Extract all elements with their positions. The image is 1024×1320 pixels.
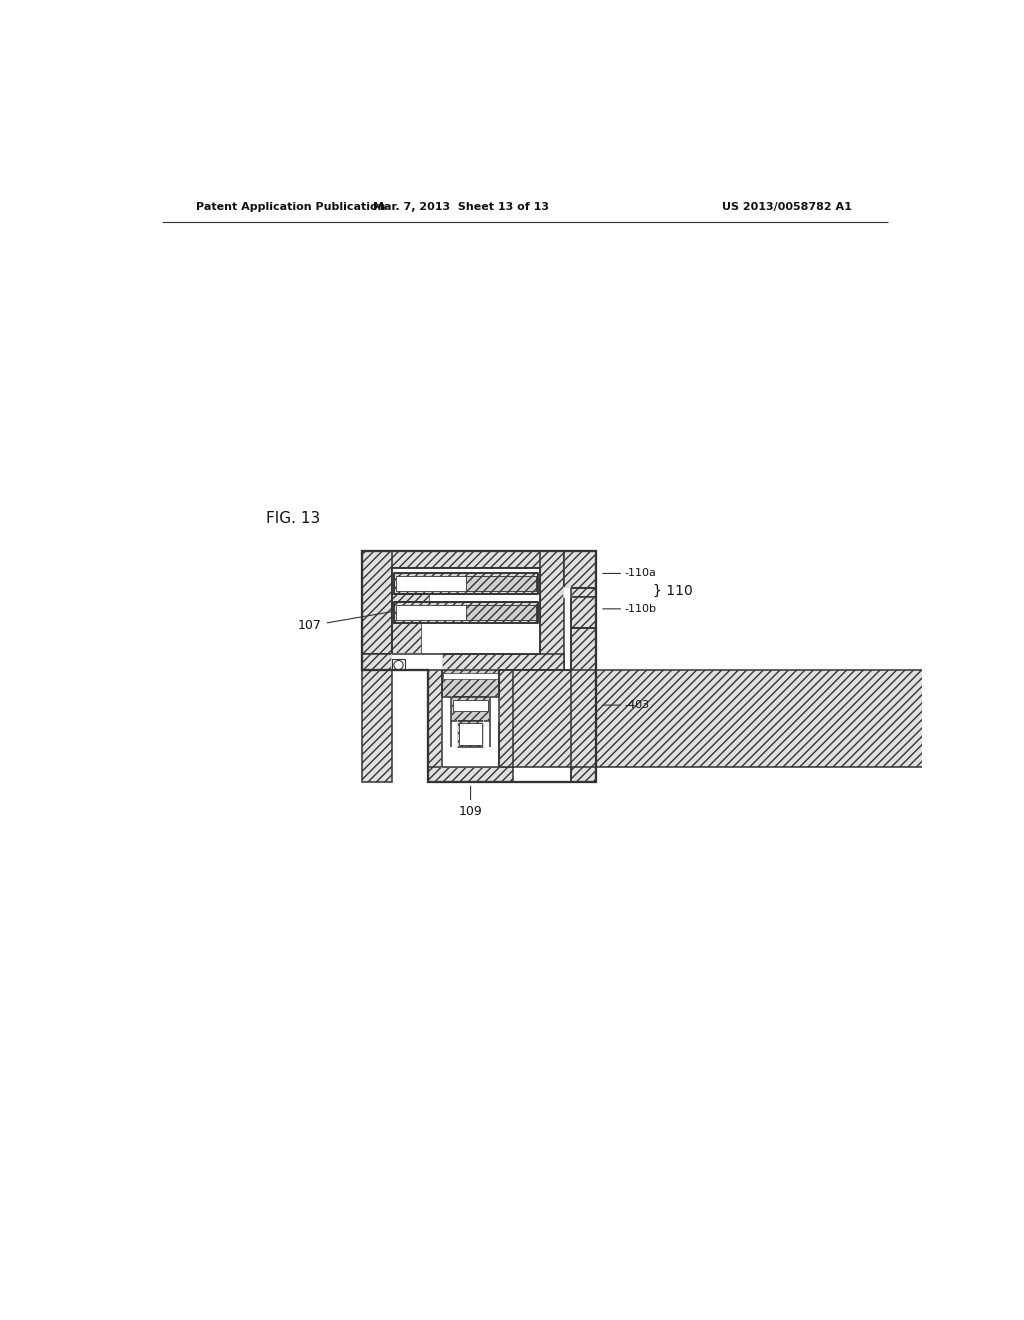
Text: } 110: } 110 [652,585,692,598]
Bar [466,605,536,620]
Bar [391,653,442,671]
Bar [500,671,513,767]
Bar [452,721,458,747]
Bar [396,605,536,620]
Text: -403: -403 [625,700,650,710]
Text: Mar. 7, 2013  Sheet 13 of 13: Mar. 7, 2013 Sheet 13 of 13 [374,202,549,213]
Bar [563,552,596,589]
Bar [394,573,538,594]
Text: 109: 109 [459,787,482,818]
Text: 107: 107 [298,611,396,632]
Text: -110b: -110b [625,603,656,614]
Bar [459,723,482,744]
Bar [452,697,489,721]
Bar [391,594,429,610]
Bar [563,589,571,597]
Bar [571,589,596,597]
Bar [466,576,536,591]
Bar [571,628,596,781]
Bar [362,653,391,781]
Bar [442,671,500,767]
Circle shape [394,660,403,669]
Bar [391,568,541,653]
Bar [362,552,391,671]
Bar [391,623,421,653]
Text: -110a: -110a [625,569,656,578]
Bar [442,671,500,697]
Bar [391,659,406,671]
Bar [483,721,489,747]
Bar [443,673,498,678]
Bar [571,597,596,628]
Text: Patent Application Publication: Patent Application Publication [197,202,386,213]
Bar [362,552,563,568]
Bar [396,576,536,591]
Bar [541,552,563,671]
Bar [394,602,538,623]
Bar [489,697,500,721]
Bar [428,767,513,781]
Bar [442,697,452,721]
Bar [362,653,442,671]
Text: FIG. 13: FIG. 13 [266,511,321,527]
Bar [362,653,563,671]
Bar [428,671,442,781]
Bar [458,721,483,747]
Bar [453,700,488,711]
Bar [500,671,513,767]
Bar [500,671,1013,767]
Text: US 2013/0058782 A1: US 2013/0058782 A1 [722,202,852,213]
